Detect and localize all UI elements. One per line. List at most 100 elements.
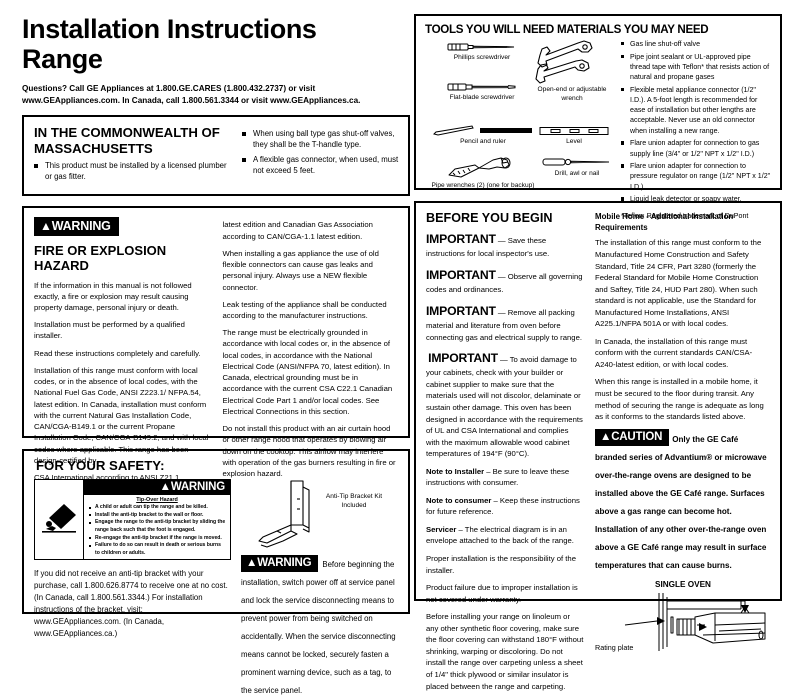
massachusetts-right: When using ball type gas shut-off valves… — [242, 125, 400, 186]
flat-blade-screwdriver-icon — [447, 83, 516, 91]
fire-warning-left-column: ▲WARNING FIRE OR EXPLOSION HAZARD If the… — [34, 217, 211, 482]
for-your-safety-panel: FOR YOUR SAFETY: ▲WAR — [22, 449, 410, 695]
pencil-ruler-icon — [433, 125, 532, 136]
note-text: – Be sure to leave these instructions wi… — [426, 466, 570, 488]
tool-flat-blade-screwdriver: Flat-blade screwdriver — [439, 81, 525, 103]
note-item: Note to consumer – Keep these instructio… — [426, 495, 584, 518]
tools-materials-header-row: TOOLS YOU WILL NEED MATERIALS YOU MAY NE… — [425, 23, 772, 36]
anti-tip-bracket-note: If you did not receive an anti-tip brack… — [34, 569, 228, 638]
mobile-home-heading: Mobile Home - Additional Installation Re… — [595, 212, 734, 233]
page-title: Installation Instructions — [22, 14, 317, 44]
right-column: TOOLS YOU WILL NEED MATERIALS YOU MAY NE… — [414, 14, 782, 691]
tip-over-warning-label: WARNING — [170, 481, 225, 494]
list-item: Flare union adapter for connection to pr… — [621, 161, 772, 192]
paragraph: Do not install this product with an air … — [222, 424, 396, 479]
important-item: IMPORTANT — Observe all governing codes … — [426, 266, 584, 296]
materials-list-column: Gas line shut-off valve Pipe joint seala… — [617, 39, 772, 220]
power-warning-text: Before beginning the installation, switc… — [241, 560, 396, 696]
caution-badge: ▲CAUTION — [595, 428, 670, 446]
materials-title: MATERIALS YOU MAY NEED — [556, 23, 709, 36]
power-warning-badge: ▲WARNING — [241, 554, 319, 572]
tools-title: TOOLS YOU WILL NEED — [425, 23, 554, 36]
single-oven-figure-title: SINGLE OVEN — [655, 579, 711, 589]
mobile-home-column: Mobile Home - Additional Installation Re… — [595, 211, 771, 652]
tools-icon-grid: Phillips screwdriver Fla — [425, 39, 617, 189]
massachusetts-heading: IN THE COMMONWEALTH OF MASSACHUSETTS — [34, 125, 220, 156]
important-item: IMPORTANT — To avoid damage to your cabi… — [426, 349, 584, 460]
paragraph: Installation of this range must conform … — [34, 365, 209, 465]
page-subtitle: Range — [22, 44, 103, 75]
list-item: Re-engage the anti-tip bracket if the ra… — [89, 535, 227, 543]
paragraph: Read these instructions completely and c… — [34, 348, 201, 358]
teflon-footnote: *Teflon: Registered trademark of DuPont — [621, 211, 749, 220]
tip-over-bullets: A child or adult can tip the range and b… — [84, 504, 230, 557]
important-item: IMPORTANT — Save these instructions for … — [426, 230, 584, 260]
paragraph: The range must be electrically grounded … — [222, 328, 393, 416]
fire-explosion-warning-panel: ▲WARNING FIRE OR EXPLOSION HAZARD If the… — [22, 206, 410, 482]
paragraph: latest edition and Canadian Gas Associat… — [222, 220, 373, 241]
paragraph: Leak testing of the appliance shall be c… — [222, 299, 387, 321]
tool-pencil-and-ruler: Pencil and ruler — [431, 125, 535, 147]
phillips-screwdriver-icon — [447, 43, 515, 51]
warning-triangle-icon: ▲ — [40, 219, 52, 234]
installation-instructions-page: Installation Instructions Range Question… — [22, 14, 782, 695]
tool-wrench: Open-end or adjustable wrench — [529, 39, 615, 103]
tool-level: Level — [535, 125, 613, 147]
tool-drill-awl-nail: Drill, awl or nail — [537, 155, 617, 179]
tip-over-subtitle: Tip-Over Hazard — [136, 497, 178, 504]
important-lead: IMPORTANT — [426, 303, 496, 318]
list-item: Install the anti-tip bracket to the wall… — [89, 512, 227, 520]
list-item: Gas line shut-off valve — [621, 39, 772, 49]
left-column: Installation Instructions Range Question… — [22, 14, 410, 695]
drill-awl-nail-icon — [542, 158, 610, 166]
note-lead: Note to Installer — [426, 466, 485, 476]
paragraph: Before installing your range on linoleum… — [426, 612, 584, 691]
list-item: Liquid leak detector or soapy water. — [621, 194, 772, 204]
rating-plate-label: Rating plate — [595, 642, 634, 652]
tool-label: Pencil and ruler — [460, 138, 506, 145]
tip-over-hazard-body: ▲WARNING Tip-Over Hazard A child or adul… — [84, 480, 230, 559]
tool-label: Level — [566, 138, 582, 145]
list-item: Pipe joint sealant or UL-approved pipe t… — [621, 52, 772, 83]
single-oven-figure: Rating plate — [595, 591, 771, 662]
paragraph: CSA International according to ANSI Z21.… — [34, 473, 182, 483]
paragraph: Proper installation is the responsibilit… — [426, 554, 576, 575]
important-lead: IMPORTANT — [426, 232, 496, 246]
fire-warning-right-column: latest edition and Canadian Gas Associat… — [222, 217, 400, 478]
paragraph: In Canada, the installation of this rang… — [595, 336, 753, 369]
questions-line: Questions? Call GE Appliances at 1.800.G… — [22, 84, 361, 105]
anti-tip-bracket-caption: Anti-Tip Bracket Kit Included — [325, 493, 383, 510]
list-item: Flare union adapter for connection to ga… — [621, 138, 772, 158]
note-item: Servicer – The electrical diagram is in … — [426, 524, 584, 547]
power-warning-badge-label: WARNING — [257, 556, 312, 569]
list-item: This product must be installed by a lice… — [34, 160, 232, 182]
tool-label: Drill, awl or nail — [554, 170, 600, 177]
paragraph: When this range is installed in a mobile… — [595, 377, 764, 422]
list-item: Engage the range to the anti-tip bracket… — [89, 519, 227, 534]
anti-tip-bracket-icon — [258, 480, 310, 548]
before-you-begin-panel: BEFORE YOU BEGIN IMPORTANT — Save these … — [414, 201, 782, 691]
tip-over-hazard-icon — [35, 480, 84, 560]
important-text: — Observe all governing codes and ordina… — [426, 271, 583, 295]
important-item: IMPORTANT — Remove all packing material … — [426, 302, 584, 343]
list-item: Failure to do so can result in death or … — [89, 542, 227, 557]
tool-label: Flat-blade screwdriver — [449, 94, 515, 101]
paragraph: Installation must be performed by a qual… — [34, 320, 185, 341]
important-lead: IMPORTANT — [428, 351, 498, 366]
before-you-begin-column: BEFORE YOU BEGIN IMPORTANT — Save these … — [426, 211, 584, 691]
caution-block: ▲CAUTION Only the GE Café branded series … — [595, 428, 771, 573]
paragraph: The installation of this range must conf… — [595, 238, 762, 329]
tool-label: Pipe wrenches (2) (one for backup) — [431, 182, 535, 189]
caution-badge-label: CAUTION — [611, 430, 663, 443]
caution-text: Only the GE Café branded series of Advan… — [595, 434, 767, 570]
massachusetts-right-bullets: When using ball type gas shut-off valves… — [242, 128, 400, 176]
tools-materials-body: Phillips screwdriver Fla — [425, 39, 772, 220]
list-item: Flexible metal appliance connector (1/2"… — [621, 85, 772, 136]
paragraph: When installing a gas appliance the use … — [222, 248, 379, 292]
materials-bullets: Gas line shut-off valve Pipe joint seala… — [621, 39, 772, 205]
tip-over-hazard-label: ▲WARNING Tip-Over Hazard A child or adul… — [34, 479, 231, 561]
massachusetts-panel: IN THE COMMONWEALTH OF MASSACHUSETTS Thi… — [22, 115, 410, 197]
level-icon — [539, 127, 609, 135]
range-tipping-pictogram-icon — [42, 503, 76, 533]
note-text: – Keep these instructions for future ref… — [426, 495, 580, 517]
